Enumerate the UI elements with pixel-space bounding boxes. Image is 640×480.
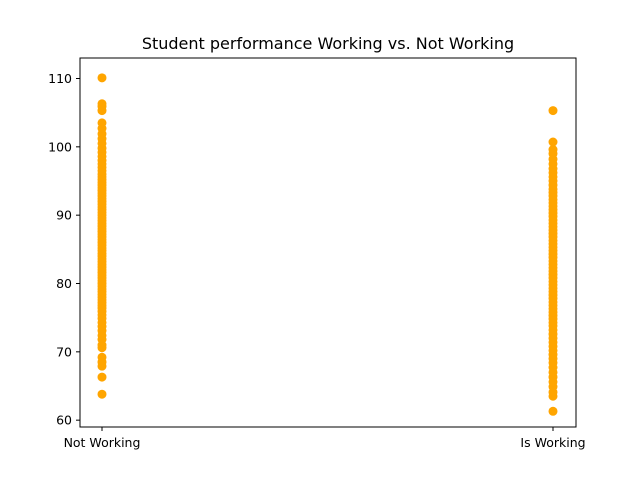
data-point [97, 372, 107, 382]
y-tick-label: 110 [48, 71, 72, 86]
y-tick-label: 80 [56, 276, 72, 291]
y-tick-label: 70 [56, 344, 72, 359]
data-point [548, 406, 558, 416]
data-point [97, 118, 107, 128]
data-point [97, 99, 107, 109]
data-point [548, 137, 558, 147]
data-point [548, 145, 558, 155]
x-tick-label: Not Working [64, 435, 141, 450]
y-tick-label: 90 [56, 208, 72, 223]
data-point [548, 106, 558, 116]
chart-title: Student performance Working vs. Not Work… [142, 34, 514, 53]
y-tick-label: 100 [48, 139, 72, 154]
data-point [97, 389, 107, 399]
data-point [97, 352, 107, 362]
y-tick-label: 60 [56, 413, 72, 428]
x-tick-label: Is Working [520, 435, 585, 450]
data-point [97, 73, 107, 83]
plot-area-frame [79, 57, 577, 428]
data-points [97, 73, 558, 416]
x-axis: Not Working Is Working [64, 427, 586, 450]
y-axis: 60 70 80 90 100 110 [48, 71, 80, 428]
